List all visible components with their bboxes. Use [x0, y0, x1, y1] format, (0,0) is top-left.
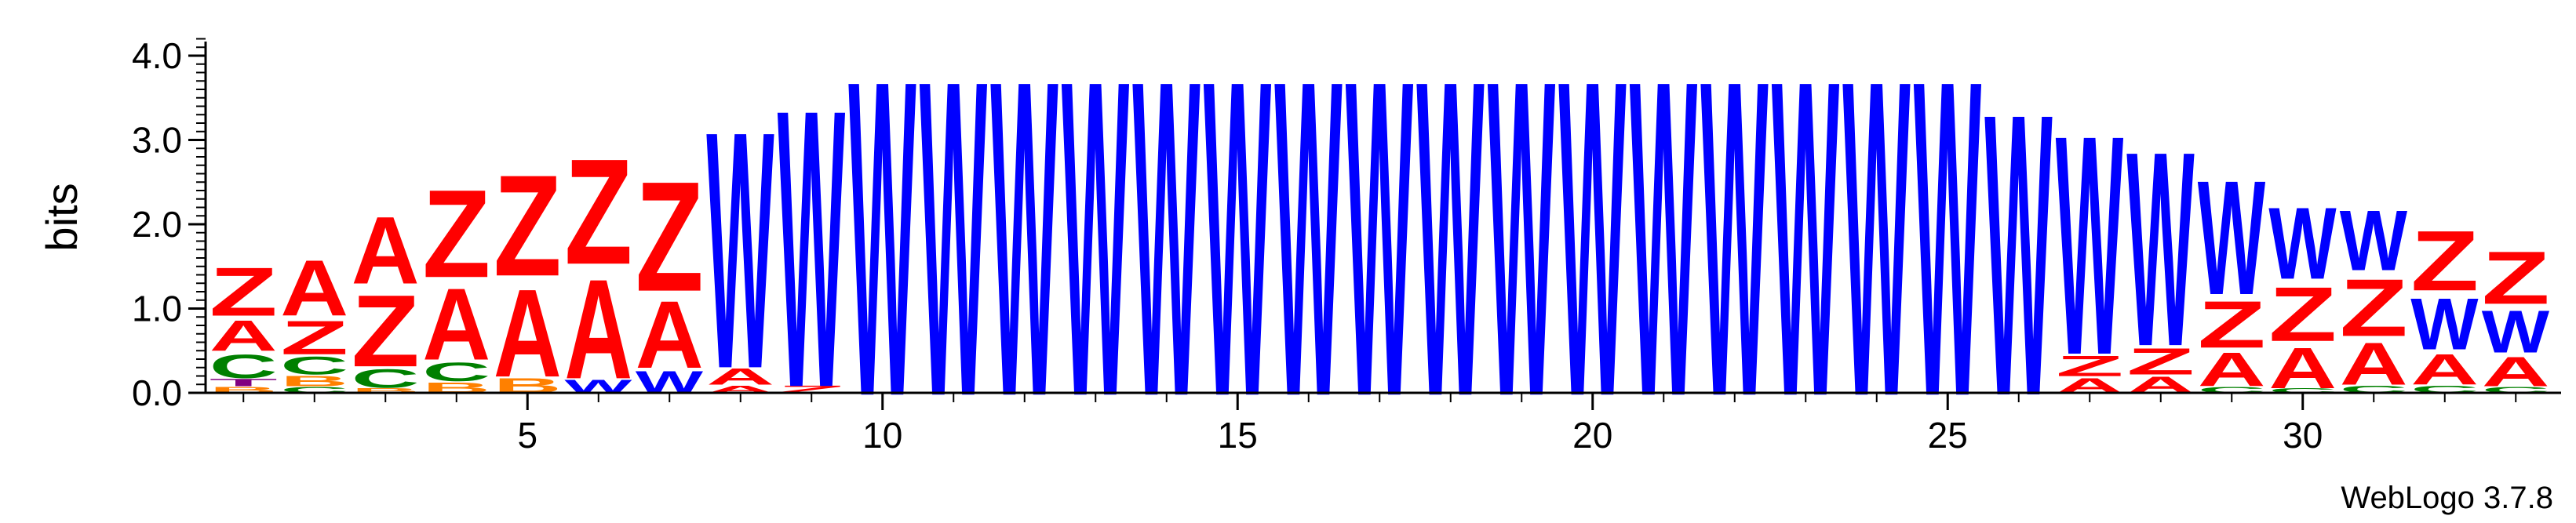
logo-glyph-a: A: [494, 263, 562, 403]
weblogo-credit: WebLogo 3.7.8: [2341, 481, 2553, 515]
logo-glyph-a: A: [2482, 348, 2550, 395]
logo-glyph-a: A: [2410, 345, 2479, 394]
logo-glyph-a: A: [352, 197, 420, 304]
logo-glyph-z: Z: [2056, 350, 2124, 383]
logo-glyph-w: W: [706, 61, 774, 440]
logo-glyph-w: W: [1274, 0, 1343, 491]
logo-glyph-w: W: [2056, 71, 2124, 421]
logo-glyph-c: C: [352, 363, 420, 394]
logo-glyph-w: W: [2198, 148, 2266, 330]
logo-glyph-z: Z: [2268, 271, 2337, 357]
x-tick-label: 20: [1572, 415, 1612, 456]
logo-glyph-c: C: [280, 386, 348, 395]
logo-glyph-a: A: [2268, 336, 2337, 401]
logo-glyph-z: Z: [2126, 341, 2195, 383]
logo-glyph-z: Z: [422, 165, 490, 305]
logo-glyph-a: A: [422, 267, 490, 382]
logo-glyph-a: A: [2340, 330, 2408, 398]
logo-glyph-w: W: [1062, 0, 1130, 491]
logo-glyph-w: W: [1132, 0, 1201, 491]
logo-glyph-b: B: [352, 387, 420, 394]
logo-glyph-w: W: [1772, 0, 1840, 491]
logo-glyph-w: W: [2126, 94, 2195, 405]
logo-glyph-w: W: [2340, 194, 2408, 289]
logo-glyph-w: W: [1700, 0, 1769, 491]
logo-glyph-c: C: [210, 348, 278, 386]
logo-glyph-w: W: [1488, 0, 1556, 491]
logo-glyph-w: W: [990, 0, 1058, 491]
logo-glyph-w: W: [2268, 186, 2337, 300]
y-tick-label: 0.0: [132, 372, 182, 413]
logo-glyph-z: Z: [2340, 263, 2408, 354]
logo-glyph-a: A: [280, 244, 348, 333]
logo-glyph-b: B: [280, 373, 348, 390]
logo-glyph-w: W: [1984, 30, 2053, 481]
logo-glyph-w: W: [2410, 283, 2479, 365]
logo-glyph-z: Z: [210, 254, 278, 331]
y-tick-label: 3.0: [132, 120, 182, 161]
x-tick-label: 5: [517, 415, 537, 456]
axes: 0.0 1.0 2.0 3.0 4.0 5 10 15 20 25 30: [132, 35, 2561, 456]
logo-glyph-c: C: [422, 357, 490, 387]
logo-glyph-a: A: [564, 250, 632, 409]
logo-glyph-z: Z: [2482, 235, 2550, 320]
logo-glyph-z: Z: [564, 127, 632, 296]
logo-glyph-z: Z: [2198, 287, 2266, 361]
y-axis-title: bits: [37, 183, 86, 251]
logo-glyph-a: A: [636, 281, 704, 388]
logo-glyph-z: Z: [2410, 212, 2479, 308]
logo-glyph-w: W: [1346, 0, 1414, 491]
logo-glyph-c: C: [2198, 386, 2266, 395]
logo-glyph-z: Z: [636, 149, 704, 325]
x-tick-label: 15: [1218, 415, 1258, 456]
logo-glyph-w: W: [2482, 297, 2549, 365]
logo-glyph-c: C: [2268, 387, 2337, 394]
y-tick-label: 2.0: [132, 204, 182, 245]
logo-glyph-w: W: [920, 0, 988, 491]
logo-glyph-a: A: [2198, 343, 2266, 397]
x-tick-label: 30: [2283, 415, 2323, 456]
logo-glyph-w: W: [1630, 0, 1698, 491]
logo-glyph-b: B: [210, 386, 278, 395]
logo-glyph-w: W: [1842, 0, 1911, 491]
logo-glyph-z: Z: [352, 273, 420, 387]
logo-glyph-a: A: [210, 311, 278, 361]
x-tick-label: 10: [862, 415, 902, 456]
logo-glyph-w: W: [778, 27, 846, 470]
logo-glyph-c: C: [280, 351, 348, 380]
logo-glyph-w: W: [1416, 0, 1485, 491]
logo-glyph-z: Z: [494, 145, 562, 307]
logo-glyph-a: A: [706, 364, 774, 390]
logo-glyph-c: C: [2482, 386, 2550, 395]
logo-glyph-z: Z: [280, 311, 348, 365]
x-tick-label: 25: [1928, 415, 1968, 456]
y-tick-label: 4.0: [132, 35, 182, 76]
logo-glyph-t: T: [210, 377, 278, 389]
y-tick-label: 1.0: [132, 289, 182, 329]
